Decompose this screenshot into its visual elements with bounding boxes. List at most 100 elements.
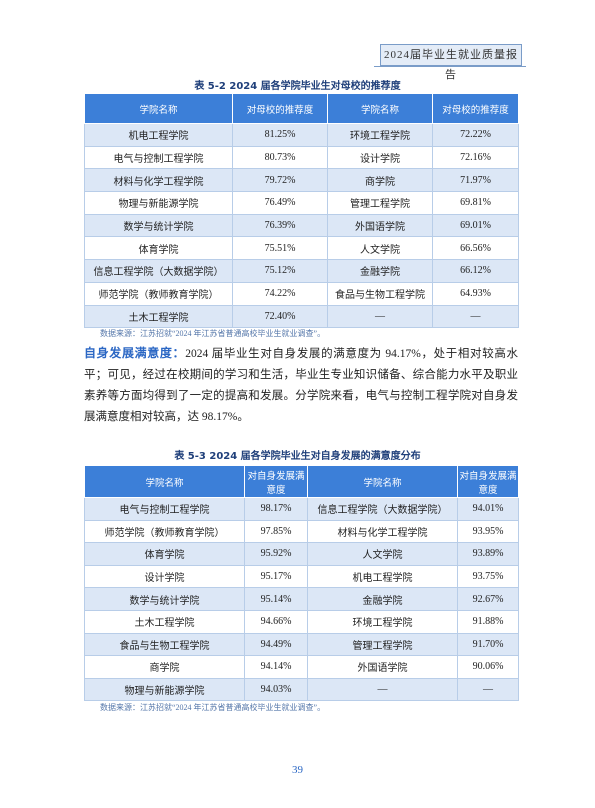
table-cell: 75.51% — [232, 236, 328, 261]
table-cell: 数学与统计学院 — [84, 587, 245, 611]
table-row: 数学与统计学院 95.14% 金融学院 92.67% — [84, 587, 519, 611]
table-row: 材料与化学工程学院 79.72% 商学院 71.97% — [84, 168, 519, 193]
table-cell: 物理与新能源学院 — [84, 191, 233, 215]
table-cell: 94.14% — [244, 655, 308, 679]
table-cell: 环境工程学院 — [327, 123, 433, 147]
table-cell: 80.73% — [232, 145, 328, 170]
table-cell: 75.12% — [232, 259, 328, 283]
table-row: 土木工程学院 72.40% — — — [84, 304, 519, 329]
table-cell: 74.22% — [232, 281, 328, 306]
table-cell: — — [432, 304, 519, 329]
table-cell: 设计学院 — [327, 145, 433, 170]
table-cell: 97.85% — [244, 519, 308, 544]
table-cell: 食品与生物工程学院 — [327, 281, 433, 306]
table-cell: 93.75% — [457, 564, 519, 589]
table-cell: 69.81% — [432, 191, 519, 215]
table-row: 物理与新能源学院 94.03% — — — [84, 677, 519, 702]
table-cell: 物理与新能源学院 — [84, 677, 245, 702]
table-cell: 设计学院 — [84, 564, 245, 589]
header-cell: 学院名称 — [307, 465, 458, 498]
table-cell: 管理工程学院 — [327, 191, 433, 215]
table-cell: 95.14% — [244, 587, 308, 611]
table-caption: 表 5-2 2024 届各学院毕业生对母校的推荐度 — [194, 81, 401, 92]
table-row: 设计学院 95.17% 机电工程学院 93.75% — [84, 564, 519, 589]
table-row: 体育学院 75.51% 人文学院 66.56% — [84, 236, 519, 261]
page-number: 39 — [292, 764, 303, 776]
table-cell: — — [307, 677, 458, 702]
header-cell: 对自身发展满意度 — [244, 465, 308, 498]
header-row: 学院名称 对自身发展满意度 学院名称 对自身发展满意度 — [84, 465, 519, 498]
table-cell: 人文学院 — [327, 236, 433, 261]
table-cell: 食品与生物工程学院 — [84, 632, 245, 657]
table-cell: 土木工程学院 — [84, 304, 233, 329]
header-row: 学院名称 对母校的推荐度 学院名称 对母校的推荐度 — [84, 93, 519, 124]
table-row: 物理与新能源学院 76.49% 管理工程学院 69.81% — [84, 191, 519, 215]
table-cell: 95.17% — [244, 564, 308, 589]
table-cell: 66.56% — [432, 236, 519, 261]
table-cell: 92.67% — [457, 587, 519, 611]
table: 学院名称 对自身发展满意度 学院名称 对自身发展满意度 电气与控制工程学院 98.17% 信… — [84, 465, 519, 702]
table-row: 师范学院（教师教育学院） 97.85% 材料与化学工程学院 93.95% — [84, 519, 519, 544]
table-cell: 69.01% — [432, 213, 519, 238]
table-cell: 人文学院 — [307, 542, 458, 566]
table-cell: 环境工程学院 — [307, 609, 458, 634]
header-cell: 对自身发展满意度 — [457, 465, 519, 498]
table-cell: 师范学院（教师教育学院） — [84, 519, 245, 544]
table-cell: 机电工程学院 — [84, 123, 233, 147]
table-cell: 数学与统计学院 — [84, 213, 233, 238]
table-row: 土木工程学院 94.66% 环境工程学院 91.88% — [84, 609, 519, 634]
table-cell: 体育学院 — [84, 542, 245, 566]
table-cell: 76.39% — [232, 213, 328, 238]
header-rule — [374, 66, 526, 67]
table-row: 商学院 94.14% 外国语学院 90.06% — [84, 655, 519, 679]
table-cell: 66.12% — [432, 259, 519, 283]
table-cell: 93.95% — [457, 519, 519, 544]
table-cell: 94.01% — [457, 497, 519, 521]
table-cell: 81.25% — [232, 123, 328, 147]
table-cell: 商学院 — [84, 655, 245, 679]
table-cell: 金融学院 — [307, 587, 458, 611]
table-cell: 95.92% — [244, 542, 308, 566]
header-cell: 学院名称 — [84, 465, 245, 498]
table-cell: 94.03% — [244, 677, 308, 702]
table-cell: 师范学院（教师教育学院） — [84, 281, 233, 306]
table-cell: 90.06% — [457, 655, 519, 679]
table-cell: 72.22% — [432, 123, 519, 147]
header-cell: 学院名称 — [327, 93, 433, 124]
table-cell: 71.97% — [432, 168, 519, 193]
table-cell: 材料与化学工程学院 — [84, 168, 233, 193]
table-cell: 土木工程学院 — [84, 609, 245, 634]
header-title: 2024届毕业生就业质量报告 — [380, 44, 522, 81]
table-cell: 信息工程学院（大数据学院） — [307, 497, 458, 521]
table-row: 信息工程学院（大数据学院） 75.12% 金融学院 66.12% — [84, 259, 519, 283]
header-cell: 对母校的推荐度 — [232, 93, 328, 124]
table-cell: 91.70% — [457, 632, 519, 657]
table-cell: 72.16% — [432, 145, 519, 170]
table-cell: 金融学院 — [327, 259, 433, 283]
table-row: 电气与控制工程学院 98.17% 信息工程学院（大数据学院） 94.01% — [84, 497, 519, 521]
table-source: 数据来源：江苏招就“2024 年江苏省普通高校毕业生就业调查”。 — [100, 329, 326, 338]
table: 学院名称 对母校的推荐度 学院名称 对母校的推荐度 机电工程学院 81.25% 环境工程学院… — [84, 93, 519, 329]
table-row: 电气与控制工程学院 80.73% 设计学院 72.16% — [84, 145, 519, 170]
table-cell: 76.49% — [232, 191, 328, 215]
table-row: 数学与统计学院 76.39% 外国语学院 69.01% — [84, 213, 519, 238]
table-cell: 商学院 — [327, 168, 433, 193]
table-cell: 信息工程学院（大数据学院） — [84, 259, 233, 283]
table-row: 机电工程学院 81.25% 环境工程学院 72.22% — [84, 123, 519, 147]
table-source: 数据来源：江苏招就“2024 年江苏省普通高校毕业生就业调查”。 — [100, 703, 326, 712]
table-cell: 电气与控制工程学院 — [84, 145, 233, 170]
table-caption: 表 5-3 2024 届各学院毕业生对自身发展的满意度分布 — [174, 451, 421, 462]
table-cell: 64.93% — [432, 281, 519, 306]
table-cell: — — [457, 677, 519, 702]
table-cell: 98.17% — [244, 497, 308, 521]
table-row: 师范学院（教师教育学院） 74.22% 食品与生物工程学院 64.93% — [84, 281, 519, 306]
table-cell: 94.66% — [244, 609, 308, 634]
paragraph: 自身发展满意度：2024 届毕业生对自身发展的满意度为 94.17%，处于相对较… — [84, 343, 518, 428]
table-row: 食品与生物工程学院 94.49% 管理工程学院 91.70% — [84, 632, 519, 657]
table-cell: 72.40% — [232, 304, 328, 329]
table-cell: 外国语学院 — [327, 213, 433, 238]
table-cell: 79.72% — [232, 168, 328, 193]
table-cell: 93.89% — [457, 542, 519, 566]
header-cell: 学院名称 — [84, 93, 233, 124]
table-cell: — — [327, 304, 433, 329]
